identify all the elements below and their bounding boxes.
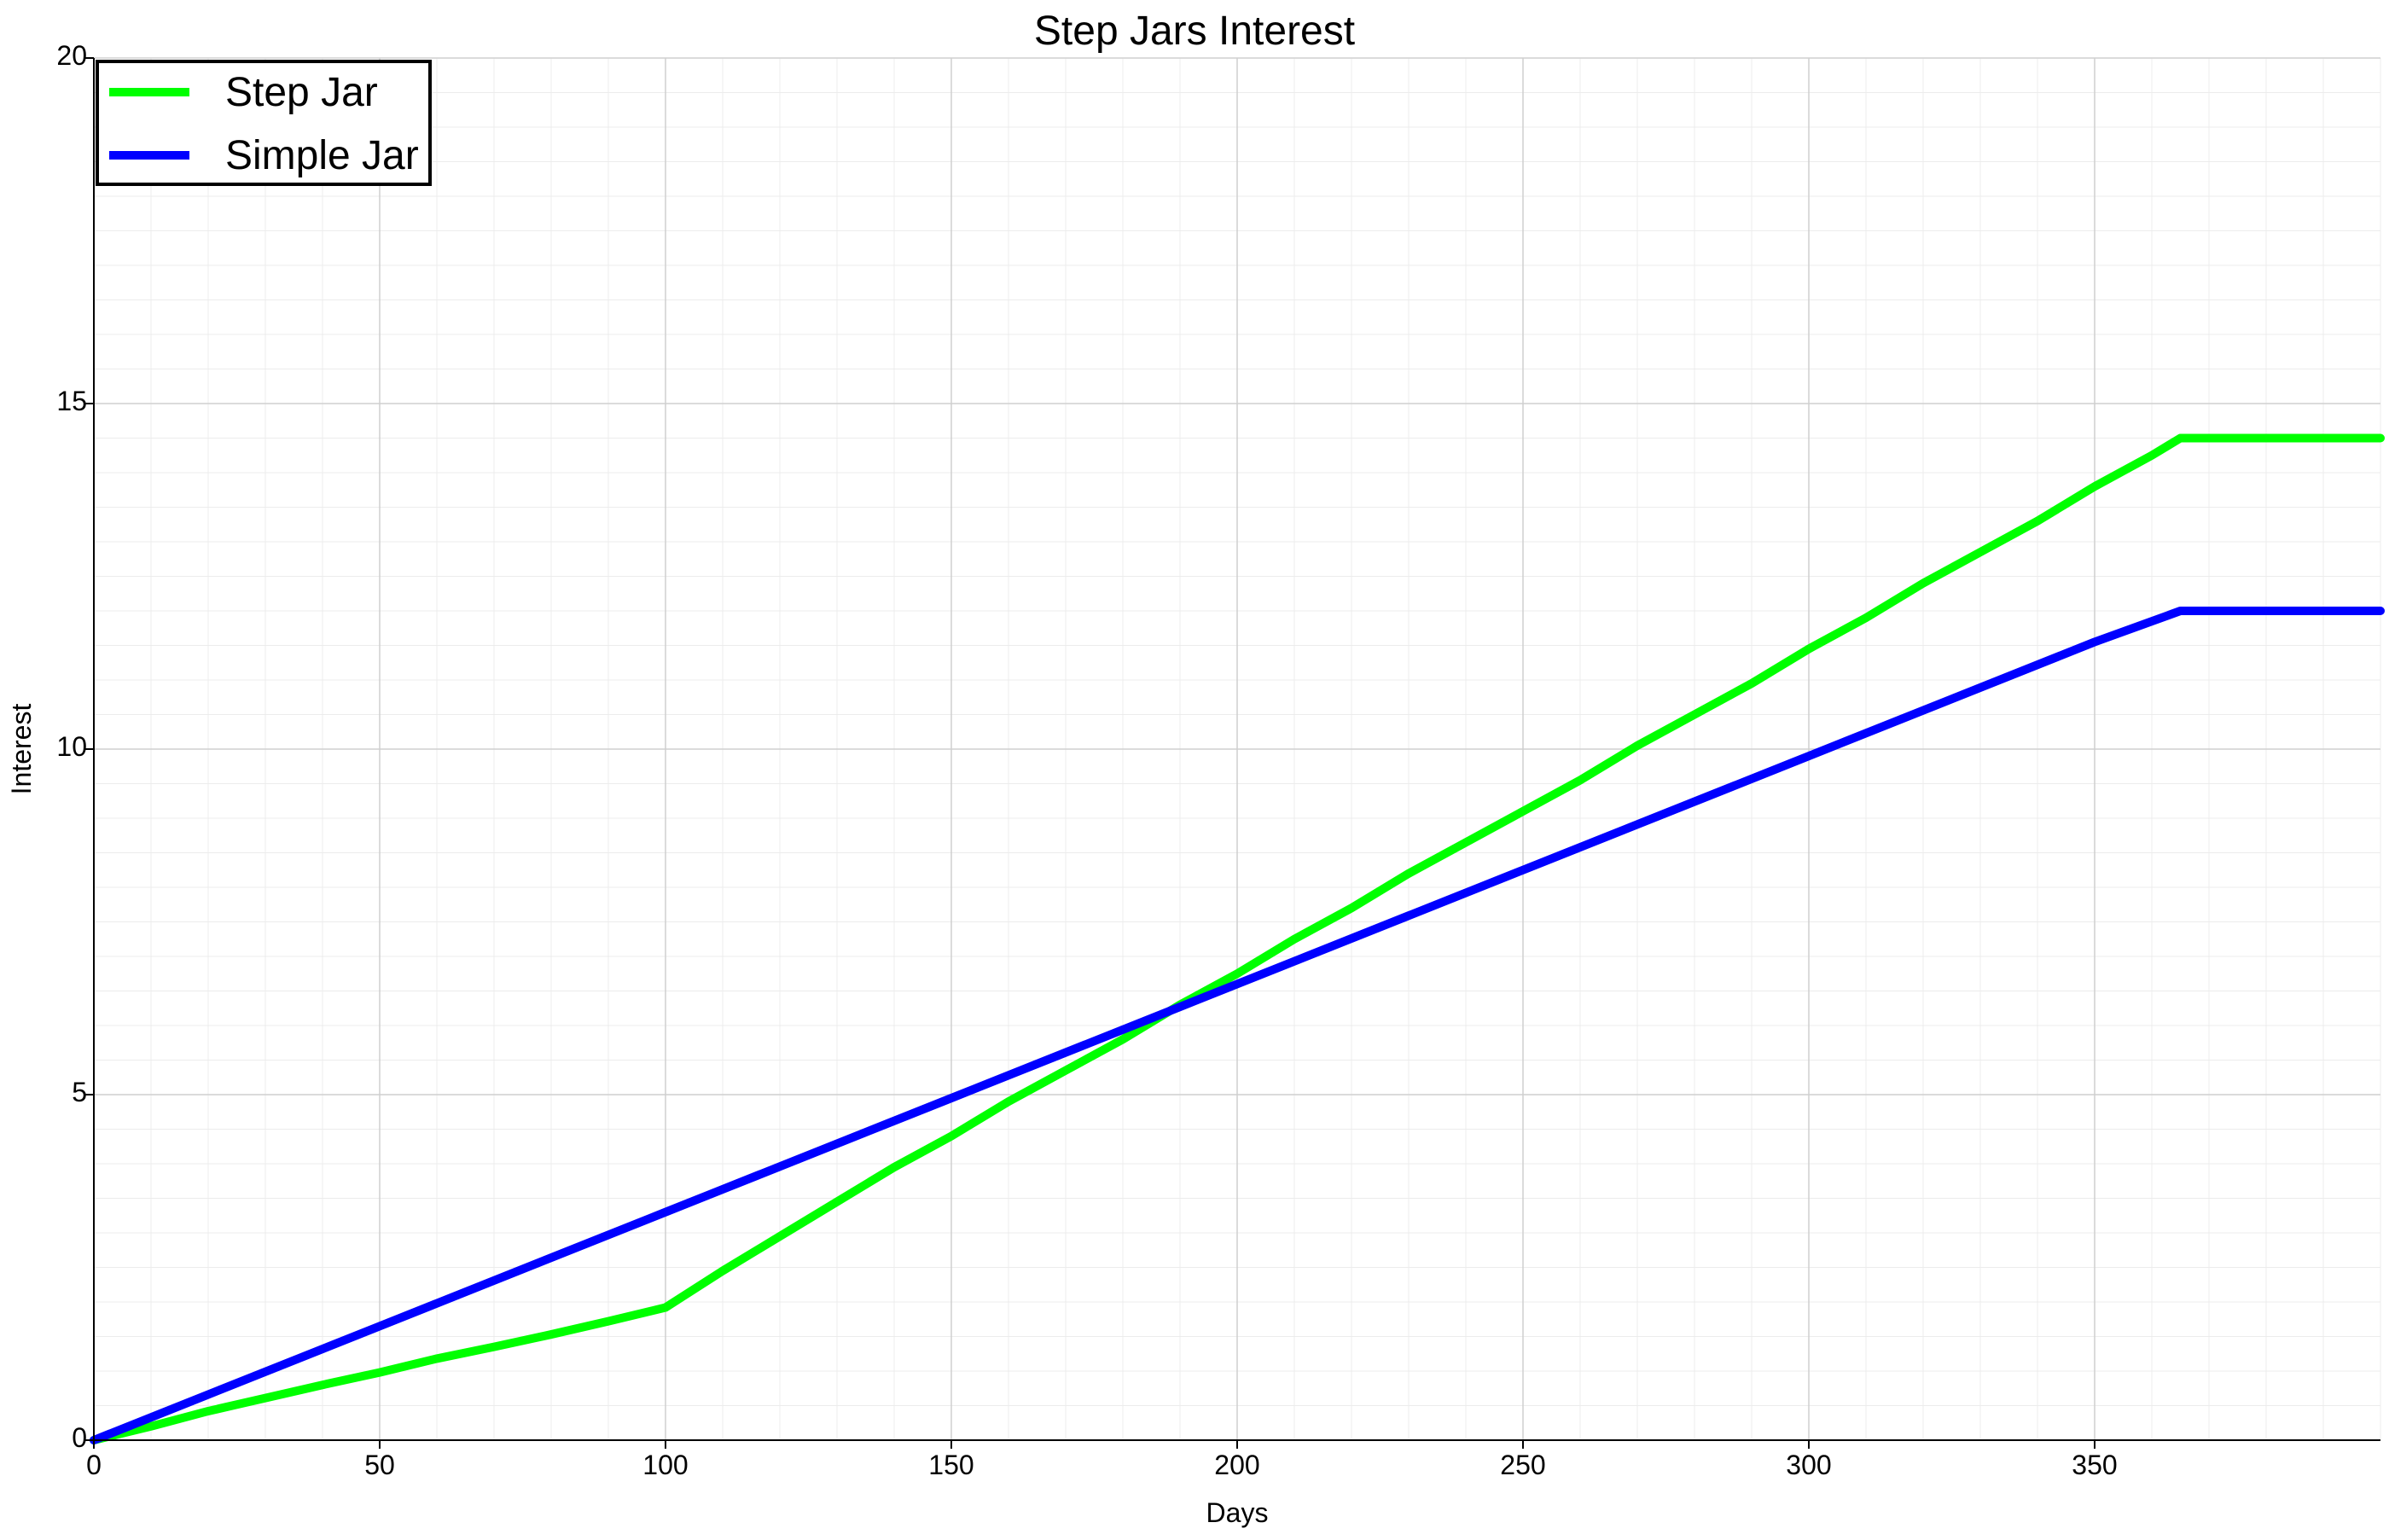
x-tick-label: 250 bbox=[1500, 1450, 1545, 1480]
grid bbox=[93, 57, 2381, 1441]
legend-label: Step Jar bbox=[225, 70, 378, 115]
x-axis-label: Days bbox=[1206, 1497, 1269, 1528]
x-tick-label: 100 bbox=[642, 1450, 688, 1480]
x-tick-label: 50 bbox=[364, 1450, 395, 1480]
x-tick-label: 0 bbox=[86, 1450, 102, 1480]
legend-label: Simple Jar bbox=[225, 133, 419, 178]
legend-items: Step Jar Simple Jar bbox=[109, 70, 419, 178]
x-tick-label: 300 bbox=[1786, 1450, 1831, 1480]
y-axis-label: Interest bbox=[6, 704, 37, 795]
series-lines bbox=[90, 433, 2385, 1444]
x-tick-label: 350 bbox=[2072, 1450, 2117, 1480]
chart-title: Step Jars Interest bbox=[1034, 9, 1355, 54]
tick-labels: 0 50 100 150 200 250 300 350 0 5 10 15 20 bbox=[56, 40, 2117, 1480]
series-line-simple-jar bbox=[90, 607, 2385, 1444]
x-tick-label: 150 bbox=[928, 1450, 974, 1480]
y-tick-label: 15 bbox=[56, 386, 87, 416]
legend-box bbox=[96, 60, 432, 186]
legend: Step Jar Simple Jar bbox=[96, 60, 432, 186]
y-tick-label: 20 bbox=[56, 40, 87, 71]
y-tick-label: 10 bbox=[56, 731, 87, 762]
y-tick-label: 5 bbox=[72, 1077, 87, 1107]
y-tick-label: 0 bbox=[72, 1422, 87, 1453]
x-tick-label: 200 bbox=[1214, 1450, 1259, 1480]
